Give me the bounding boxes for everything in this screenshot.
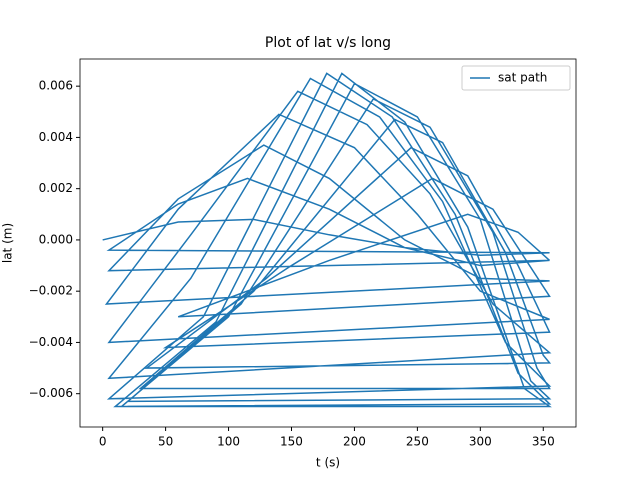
chart-title: Plot of lat v/s long [265,35,391,51]
x-tick-label: 250 [406,435,429,449]
y-tick-label: −0.002 [29,284,73,298]
x-axis-label: t (s) [316,456,340,470]
x-tick-label: 0 [99,435,107,449]
data-line [102,72,552,408]
y-tick-label: −0.006 [29,386,73,400]
legend-box [461,65,571,91]
y-tick-label: 0.006 [39,79,73,93]
x-tick-label: 350 [532,435,555,449]
x-tick-label: 200 [343,435,366,449]
y-tick-label: 0.002 [39,181,73,195]
axes-frame [79,58,577,428]
x-tick-label: 100 [217,435,240,449]
y-tick-label: −0.004 [29,335,73,349]
y-axis-label: lat (m) [1,223,15,263]
x-tick-label: 150 [280,435,303,449]
x-tick-label: 50 [158,435,173,449]
y-tick-label: 0.000 [39,232,73,246]
y-tick-label: 0.004 [39,130,73,144]
x-tick-label: 300 [469,435,492,449]
legend-label: sat path [498,71,547,85]
